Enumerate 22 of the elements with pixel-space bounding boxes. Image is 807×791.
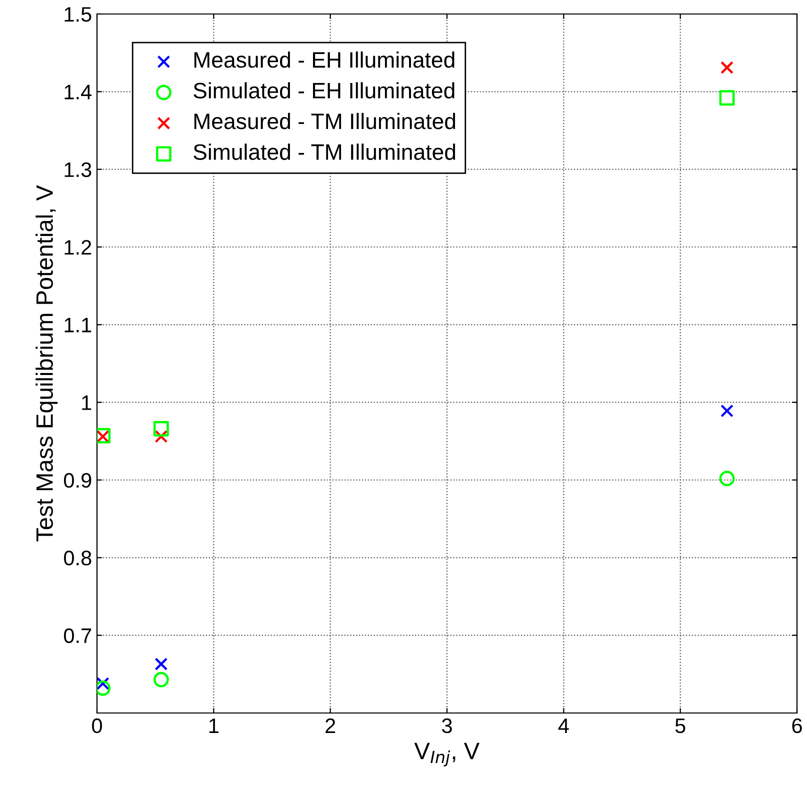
x-tick-label: 5	[675, 718, 686, 734]
legend-label: Simulated - EH Illuminated	[194, 82, 454, 99]
y-axis-title: Test Mass Equilibrium Potential, V	[36, 185, 58, 542]
x-axis-title: V$_{Inj}$, V	[414, 742, 480, 766]
y-tick-label: 1.3	[64, 162, 92, 178]
legend-label: Simulated - TM Illuminated	[194, 144, 456, 160]
y-tick-label: 1.5	[64, 7, 92, 22]
y-tick-label: 0.9	[64, 473, 92, 488]
x-tick-label: 2	[326, 718, 336, 733]
y-tick-label: 0.7	[64, 628, 92, 644]
x-tick-label: 0	[92, 718, 102, 734]
y-tick-label: 1	[82, 396, 92, 410]
y-tick-label: 1.1	[64, 318, 92, 332]
x-tick-label: 4	[558, 718, 569, 733]
x-tick-label: 6	[792, 718, 802, 734]
y-tick-label: 0.8	[64, 550, 92, 566]
x-tick-label: 3	[442, 718, 452, 734]
x-tick-label: 1	[209, 718, 218, 733]
legend-label: Measured - EH Illuminated	[194, 51, 454, 68]
y-tick-label: 1.4	[64, 84, 92, 100]
legend-label: Measured - TM Illuminated	[194, 112, 456, 130]
y-tick-label: 1.2	[64, 240, 92, 255]
